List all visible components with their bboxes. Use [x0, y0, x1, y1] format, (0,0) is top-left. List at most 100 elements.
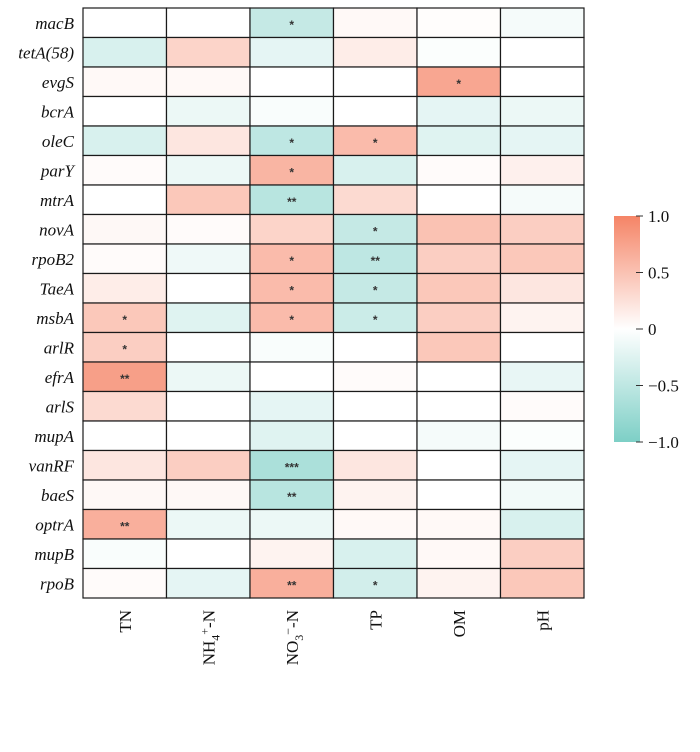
- heatmap-cell: [82, 184, 168, 216]
- heatmap-cell: [165, 538, 251, 570]
- heatmap-cell: [416, 213, 502, 245]
- heatmap-cell: [165, 125, 251, 157]
- heatmap-cell: [332, 331, 418, 363]
- row-label: efrA: [45, 368, 75, 387]
- heatmap-cell: [416, 479, 502, 511]
- heatmap-cell: [499, 508, 585, 540]
- heatmap-cell: [165, 7, 251, 39]
- heatmap-cell: [249, 390, 335, 422]
- heatmap-cells: [82, 7, 585, 599]
- colorbar-tick-label: −0.5: [648, 377, 679, 396]
- heatmap-cell: [499, 95, 585, 127]
- heatmap-cell: [416, 95, 502, 127]
- heatmap-cell: [416, 184, 502, 216]
- significance-mark: **: [287, 195, 297, 209]
- column-label: TP: [366, 610, 385, 630]
- heatmap-cell: [165, 213, 251, 245]
- row-label: rpoB2: [32, 250, 75, 269]
- column-label: pH: [533, 610, 552, 631]
- significance-mark: **: [120, 372, 130, 386]
- significance-mark: *: [373, 578, 378, 592]
- heatmap-cell: [165, 243, 251, 275]
- heatmap-cell: [332, 154, 418, 186]
- row-label: evgS: [42, 73, 75, 92]
- significance-mark: **: [120, 519, 130, 533]
- significance-mark: *: [122, 342, 127, 356]
- heatmap-cell: [249, 184, 335, 216]
- heatmap-cell: [82, 154, 168, 186]
- heatmap-cell: [165, 36, 251, 68]
- significance-mark: *: [373, 136, 378, 150]
- heatmap-cell: [332, 390, 418, 422]
- heatmap-cell: [249, 508, 335, 540]
- colorbar-tick-label: 1.0: [648, 207, 669, 226]
- heatmap-cell: [416, 390, 502, 422]
- row-labels: macB tetA(58) evgS bcrA oleC parY mtrA novA rpoB…: [18, 14, 75, 594]
- row-label: msbA: [36, 309, 74, 328]
- heatmap-cell: [499, 331, 585, 363]
- column-label: NH4+-N: [197, 610, 222, 665]
- heatmap-cell: [82, 390, 168, 422]
- row-label: bcrA: [41, 102, 75, 121]
- significance-mark: *: [373, 313, 378, 327]
- heatmap-cell: [249, 538, 335, 570]
- row-label: novA: [39, 220, 75, 239]
- heatmap-cell: [82, 213, 168, 245]
- heatmap-cell: [499, 7, 585, 39]
- heatmap-cell: [82, 538, 168, 570]
- heatmap-cell: [416, 508, 502, 540]
- heatmap-cell: [249, 567, 335, 599]
- significance-mark: **: [371, 254, 381, 268]
- heatmap-cell: [332, 508, 418, 540]
- row-label: tetA(58): [18, 43, 74, 62]
- heatmap-cell: [332, 361, 418, 393]
- heatmap-cell: [82, 449, 168, 481]
- heatmap-cell: [332, 479, 418, 511]
- heatmap-cell: [332, 538, 418, 570]
- row-label: arlS: [46, 397, 75, 416]
- heatmap-cell: [332, 567, 418, 599]
- row-label: arlR: [44, 338, 75, 357]
- significance-mark: *: [122, 313, 127, 327]
- row-label: vanRF: [29, 456, 75, 475]
- colorbar: 1.0 0.5 0 −0.5 −1.0: [614, 207, 679, 452]
- heatmap-cell: [416, 361, 502, 393]
- heatmap-cell: [416, 243, 502, 275]
- significance-mark: **: [287, 578, 297, 592]
- significance-mark: *: [456, 77, 461, 91]
- heatmap-cell: [165, 302, 251, 334]
- heatmap-cell: [165, 95, 251, 127]
- heatmap-cell: [82, 36, 168, 68]
- heatmap-cell: [82, 479, 168, 511]
- heatmap-cell: [249, 213, 335, 245]
- heatmap-cell: [82, 272, 168, 304]
- row-label: mupA: [34, 427, 74, 446]
- heatmap-cell: [416, 449, 502, 481]
- significance-mark: *: [289, 254, 294, 268]
- heatmap-cell: [332, 36, 418, 68]
- heatmap-cell: [82, 125, 168, 157]
- colorbar-tick-label: −1.0: [648, 433, 679, 452]
- row-label: macB: [35, 14, 74, 33]
- heatmap-cell: [82, 7, 168, 39]
- heatmap-cell: [332, 95, 418, 127]
- heatmap-cell: [165, 390, 251, 422]
- column-labels: TN NH4+-N NO3−-N TP OM pH: [116, 610, 553, 665]
- row-label: baeS: [41, 486, 75, 505]
- significance-marks: *** ****** *** ** * ************* *: [120, 18, 461, 593]
- row-label: rpoB: [40, 574, 75, 593]
- heatmap-cell: [165, 449, 251, 481]
- colorbar-tick-label: 0.5: [648, 264, 669, 283]
- significance-mark: ***: [285, 460, 299, 474]
- heatmap-cell: [416, 272, 502, 304]
- row-label: parY: [40, 161, 76, 180]
- heatmap-cell: [416, 331, 502, 363]
- heatmap-cell: [499, 243, 585, 275]
- heatmap-cell: [416, 538, 502, 570]
- heatmap-cell: [249, 66, 335, 98]
- heatmap-cell: [416, 567, 502, 599]
- heatmap-cell: [82, 95, 168, 127]
- significance-mark: *: [373, 224, 378, 238]
- row-label: mupB: [34, 545, 74, 564]
